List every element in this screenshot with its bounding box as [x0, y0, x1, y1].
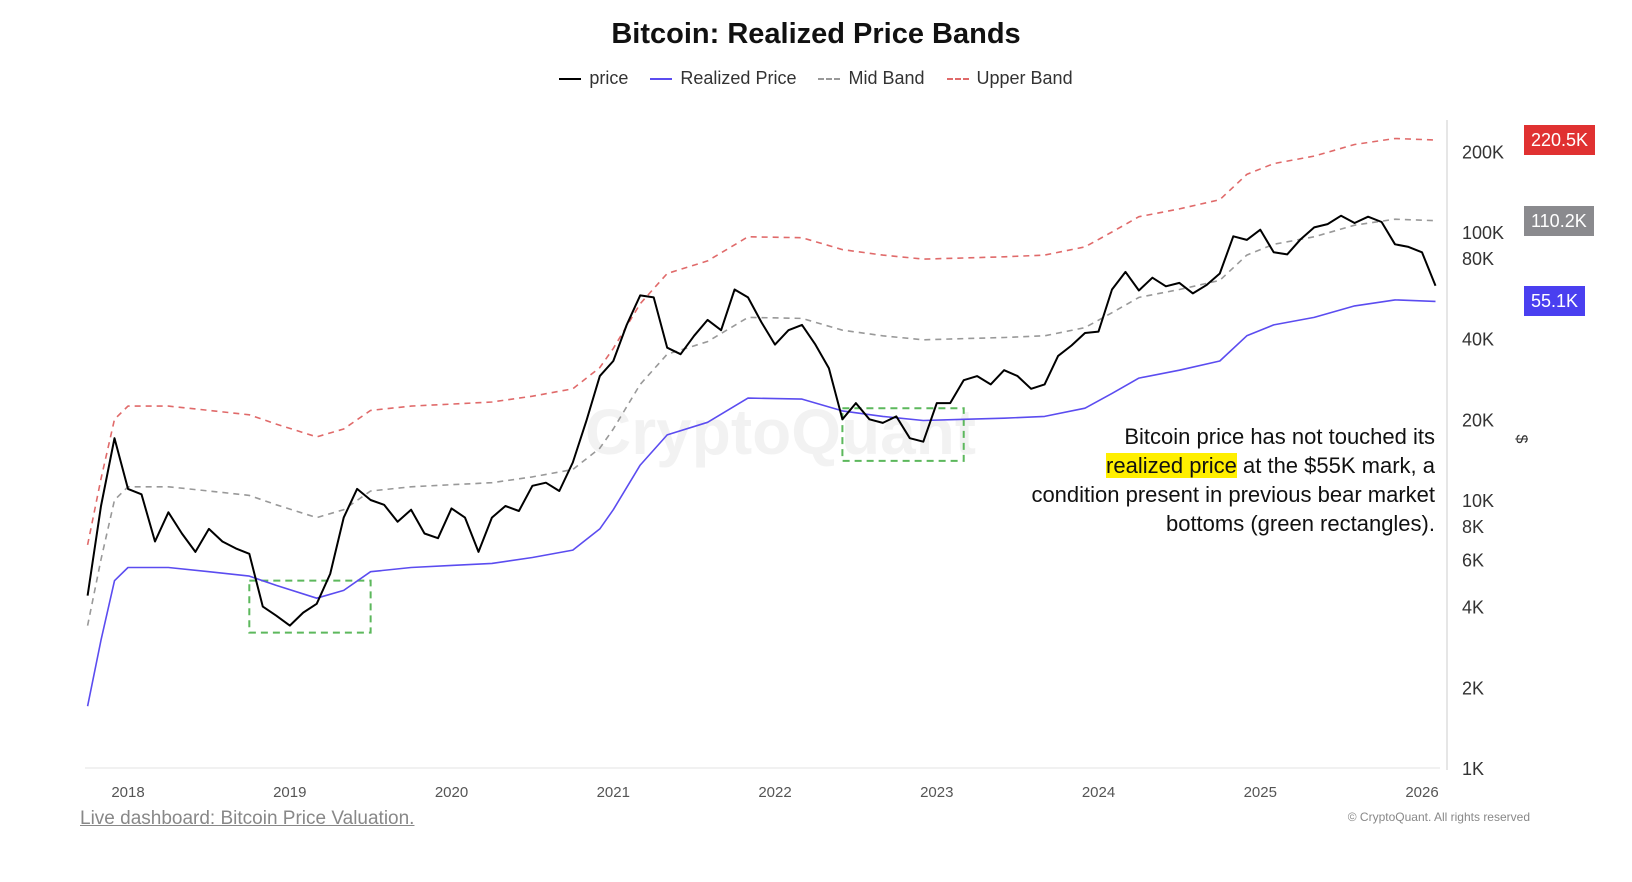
y-tick-label: 8K	[1462, 517, 1484, 537]
watermark: CryptoQuant	[585, 396, 977, 468]
copyright: © CryptoQuant. All rights reserved	[1347, 810, 1530, 824]
y-axis-unit: $	[1512, 434, 1530, 444]
y-tick-label: 40K	[1462, 330, 1494, 350]
legend-item: price	[559, 68, 628, 89]
highlight-box	[248, 579, 372, 634]
x-tick-label: 2024	[1082, 784, 1115, 801]
annotation-after: at the $55K mark, a condition present in…	[1031, 453, 1435, 536]
x-tick-label: 2018	[111, 784, 144, 801]
last-value-tag: 220.5K	[1524, 124, 1596, 155]
last-value-tag: 110.2K	[1524, 205, 1594, 236]
x-tick-label: 2019	[273, 784, 306, 801]
x-tick-label: 2021	[597, 784, 630, 801]
legend-swatch	[946, 77, 969, 80]
legend-item: Upper Band	[946, 68, 1073, 89]
legend-swatch	[559, 77, 582, 80]
legend-swatch	[818, 77, 841, 80]
legend: price Realized Price Mid Band Upper Band	[0, 68, 1632, 89]
chart-title: Bitcoin: Realized Price Bands	[611, 18, 1021, 50]
legend-label: Upper Band	[976, 68, 1073, 88]
y-tick-label: 20K	[1462, 410, 1494, 430]
y-tick-label: 4K	[1462, 598, 1484, 618]
y-tick-label: 200K	[1462, 142, 1504, 162]
y-tick-label: 100K	[1462, 223, 1504, 243]
x-tick-label: 2025	[1244, 784, 1277, 801]
legend-label: Realized Price	[680, 68, 797, 88]
legend-item: Mid Band	[818, 68, 925, 89]
x-tick-label: 2023	[920, 784, 953, 801]
y-tick-label: 1K	[1462, 759, 1484, 779]
y-tick-label: 80K	[1462, 249, 1494, 269]
series-realized-price	[86, 299, 1436, 707]
highlight-box	[841, 407, 965, 462]
y-tick-label: 6K	[1462, 550, 1484, 570]
annotation-text: Bitcoin price has not touched its realize…	[1015, 422, 1435, 538]
annotation-highlight: realized price	[1106, 453, 1237, 478]
annotation-before: Bitcoin price has not touched its	[1124, 424, 1435, 449]
legend-label: Mid Band	[848, 68, 925, 88]
y-tick-label: 10K	[1462, 491, 1494, 511]
x-tick-label: 2020	[435, 784, 468, 801]
legend-label: price	[589, 68, 629, 88]
last-value-tag: 55.1K	[1524, 286, 1586, 317]
x-tick-label: 2026	[1405, 784, 1438, 801]
x-tick-label: 2022	[758, 784, 791, 801]
y-tick-label: 2K	[1462, 678, 1484, 698]
series-price	[86, 214, 1437, 627]
legend-item: Realized Price	[650, 68, 796, 89]
dashboard-link[interactable]: Live dashboard: Bitcoin Price Valuation.	[80, 808, 415, 829]
legend-swatch	[650, 77, 673, 80]
